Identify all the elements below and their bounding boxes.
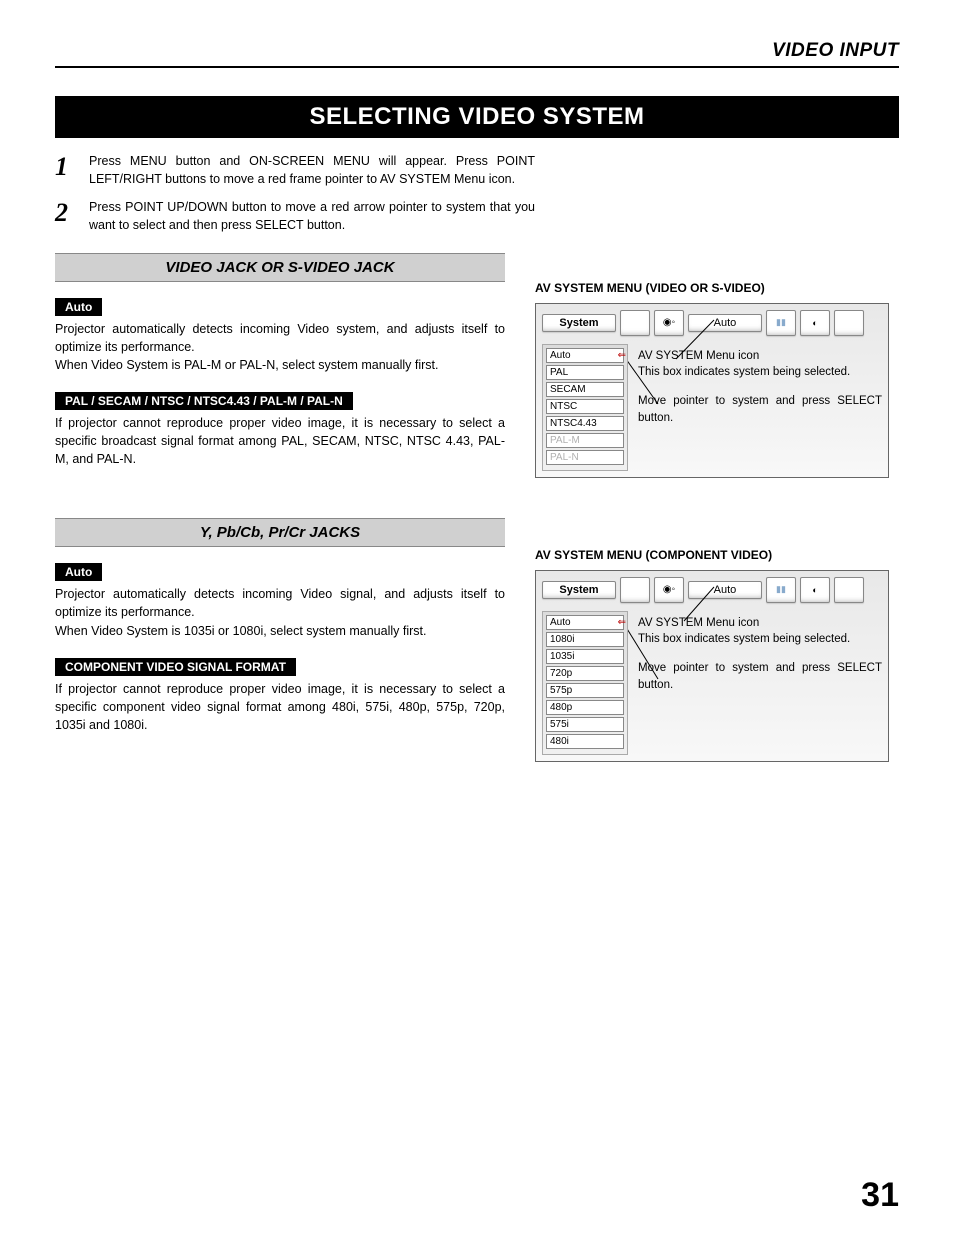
tag-auto: Auto	[55, 563, 102, 581]
body-text: Projector automatically detects incoming…	[55, 585, 505, 639]
av-system-menu-video: AV SYSTEM MENU (VIDEO OR S-VIDEO) System…	[535, 281, 899, 478]
menu-icon	[834, 310, 864, 336]
menu-item-ntsc443[interactable]: NTSC4.43	[546, 416, 624, 431]
tag-auto: Auto	[55, 298, 102, 316]
page-header: VIDEO INPUT	[55, 40, 899, 68]
menu-item-575p[interactable]: 575p	[546, 683, 624, 698]
menu-item-480p[interactable]: 480p	[546, 700, 624, 715]
menu-item-575i[interactable]: 575i	[546, 717, 624, 732]
menu-icon: ◐	[800, 310, 830, 336]
menu-panel: System ◉◦ Auto ▮▮ ◐ Auto ⇐ 1080i 1035i	[535, 570, 889, 762]
menu-top-row: System ◉◦ Auto ▮▮ ◐	[542, 577, 882, 603]
auto-label-button: Auto	[688, 314, 762, 332]
menu-list: Auto ⇐ 1080i 1035i 720p 575p 480p 575i 48…	[542, 611, 628, 755]
auto-label-button: Auto	[688, 581, 762, 599]
section-bar: VIDEO JACK OR S-VIDEO JACK	[55, 253, 505, 282]
blank-cell	[620, 577, 650, 603]
menu-title: AV SYSTEM MENU (COMPONENT VIDEO)	[535, 548, 899, 562]
menu-item-480i[interactable]: 480i	[546, 734, 624, 749]
menu-list: Auto ⇐ PAL SECAM NTSC NTSC4.43 PAL-M PAL-…	[542, 344, 628, 471]
main-title: SELECTING VIDEO SYSTEM	[55, 96, 899, 138]
section-video-jack: VIDEO JACK OR S-VIDEO JACK Auto Projecto…	[55, 253, 505, 469]
step-text: Press MENU button and ON-SCREEN MENU wil…	[89, 152, 535, 188]
menu-icon	[834, 577, 864, 603]
pointer-arrow-icon: ⇐	[618, 350, 626, 361]
menu-item-auto[interactable]: Auto ⇐	[546, 615, 624, 630]
tag-formats: PAL / SECAM / NTSC / NTSC4.43 / PAL-M / …	[55, 392, 353, 410]
blank-cell	[620, 310, 650, 336]
menu-panel: System ◉◦ Auto ▮▮ ◐ Auto ⇐ PAL SECAM	[535, 303, 889, 478]
menu-top-row: System ◉◦ Auto ▮▮ ◐	[542, 310, 882, 336]
av-system-icon: ◉◦	[654, 577, 684, 603]
menu-item-auto[interactable]: Auto ⇐	[546, 348, 624, 363]
body-text: If projector cannot reproduce proper vid…	[55, 414, 505, 468]
menu-item-1080i[interactable]: 1080i	[546, 632, 624, 647]
av-system-icon: ◉◦	[654, 310, 684, 336]
system-label-button: System	[542, 314, 616, 332]
step-number: 1	[55, 152, 89, 180]
step-2: 2 Press POINT UP/DOWN button to move a r…	[55, 198, 535, 234]
menu-item-pal[interactable]: PAL	[546, 365, 624, 380]
annot-1: AV SYSTEM Menu icon This box indicates s…	[638, 348, 882, 381]
menu-icon: ▮▮	[766, 310, 796, 336]
menu-item-1035i[interactable]: 1035i	[546, 649, 624, 664]
menu-icon: ◐	[800, 577, 830, 603]
menu-item-secam[interactable]: SECAM	[546, 382, 624, 397]
pointer-arrow-icon: ⇐	[618, 617, 626, 628]
body-text: If projector cannot reproduce proper vid…	[55, 680, 505, 734]
av-system-menu-component: AV SYSTEM MENU (COMPONENT VIDEO) System …	[535, 548, 899, 762]
menu-item-720p[interactable]: 720p	[546, 666, 624, 681]
body-text: Projector automatically detects incoming…	[55, 320, 505, 374]
step-1: 1 Press MENU button and ON-SCREEN MENU w…	[55, 152, 535, 188]
page-number: 31	[861, 1176, 899, 1215]
menu-item-label: Auto	[550, 617, 571, 628]
menu-icon: ▮▮	[766, 577, 796, 603]
system-label-button: System	[542, 581, 616, 599]
annotation-text: AV SYSTEM Menu icon This box indicates s…	[638, 611, 882, 755]
menu-item-paln[interactable]: PAL-N	[546, 450, 624, 465]
tag-component-format: COMPONENT VIDEO SIGNAL FORMAT	[55, 658, 296, 676]
menu-item-label: Auto	[550, 350, 571, 361]
menu-item-ntsc[interactable]: NTSC	[546, 399, 624, 414]
section-component-jacks: Y, Pb/Cb, Pr/Cr JACKS Auto Projector aut…	[55, 518, 505, 734]
menu-item-palm[interactable]: PAL-M	[546, 433, 624, 448]
menu-title: AV SYSTEM MENU (VIDEO OR S-VIDEO)	[535, 281, 899, 295]
step-text: Press POINT UP/DOWN button to move a red…	[89, 198, 535, 234]
annot-2: Move pointer to system and press SELECT …	[638, 393, 882, 426]
annot-1: AV SYSTEM Menu icon This box indicates s…	[638, 615, 882, 648]
step-number: 2	[55, 198, 89, 226]
annot-2: Move pointer to system and press SELECT …	[638, 660, 882, 693]
steps-list: 1 Press MENU button and ON-SCREEN MENU w…	[55, 152, 899, 235]
section-bar: Y, Pb/Cb, Pr/Cr JACKS	[55, 518, 505, 547]
annotation-text: AV SYSTEM Menu icon This box indicates s…	[638, 344, 882, 471]
